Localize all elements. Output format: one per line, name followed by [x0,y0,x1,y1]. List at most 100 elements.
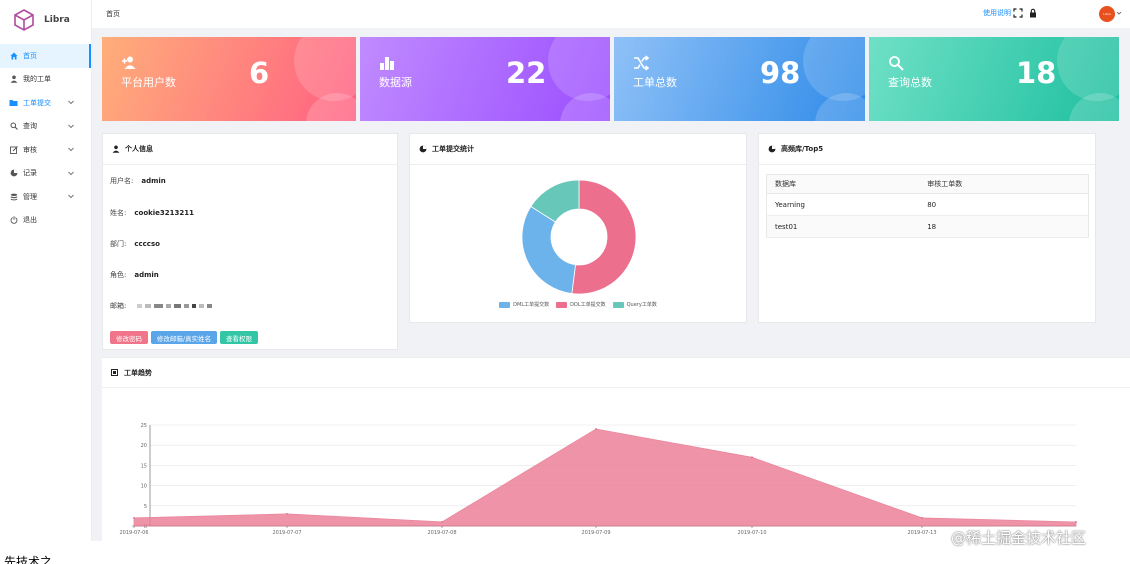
y-tick-label: 5 [144,504,147,510]
stat-card-datasources[interactable]: 数据源 22 [360,37,610,121]
sidebar-item-manage[interactable]: 管理 [0,185,91,209]
search-icon [889,56,904,71]
brand[interactable]: Libra [0,0,91,40]
sidebar-item-label: 管理 [23,192,37,201]
pie-icon [419,145,428,154]
stat-value: 6 [249,56,270,90]
table-cell: test01 [766,215,920,238]
search-icon [9,122,18,131]
x-tick-label: 2019-07-13 [907,530,936,536]
stat-value: 18 [1016,56,1057,90]
change-password-button[interactable]: 修改密码 [110,331,148,344]
table-cell: Yearning [766,193,920,216]
chevron-down-icon [68,124,74,128]
data-point[interactable] [441,521,443,523]
legend-item[interactable]: Query工单数 [612,301,657,308]
data-point[interactable] [1075,521,1077,523]
sidebar-item-audit[interactable]: 审核 [0,138,91,162]
panel-title: 高频库/Top5 [781,145,824,153]
profile-row-department: 部门: ccccso [110,240,160,248]
x-tick-label: 2019-07-09 [581,530,610,536]
panel-title: 工单趋势 [124,368,152,377]
table-row: test01 18 [766,215,1089,238]
cropped-caption: 先技术之 [4,555,53,564]
pie-icon [9,169,18,178]
sidebar-item-label: 我的工单 [23,75,51,84]
table-row: Yearning 80 [766,193,1089,216]
pie-icon [768,145,777,154]
avatar[interactable]: Libra [1099,6,1115,22]
bar-chart-icon [380,57,394,70]
sidebar-item-label: 首页 [23,51,37,60]
stat-card-users[interactable]: 平台用户数 6 [102,37,356,121]
x-tick-label: 2019-07-07 [272,530,301,536]
lock-icon[interactable] [1028,8,1038,18]
app-name: Libra [44,15,70,25]
data-point[interactable] [751,456,753,459]
sidebar-item-home[interactable]: 首页 [0,44,91,68]
data-point[interactable] [133,517,135,519]
sidebar-item-submit[interactable]: 工单提交 [0,91,91,115]
folder-icon [9,98,18,107]
stat-label: 数据源 [379,76,412,89]
change-email-name-button[interactable]: 修改邮箱/真实姓名 [151,331,217,344]
data-point[interactable] [595,428,597,430]
y-tick-label: 10 [141,484,147,490]
x-tick-label: 2019-07-10 [737,530,766,536]
table-header-row: 数据库 审核工单数 [766,174,1089,194]
edit-icon [9,145,18,154]
sidebar: Libra 首页 我的工单 工单提交 查询 审核 记录 [0,0,92,541]
watermark: @稀土掘金技术社区 [951,529,1087,547]
donut-slice[interactable] [571,179,637,295]
data-point[interactable] [921,517,923,519]
user-icon [9,75,18,84]
donut-slice[interactable] [530,179,580,223]
sidebar-item-logout[interactable]: 退出 [0,209,91,233]
legend-item[interactable]: DDL工单提交数 [556,301,606,308]
chevron-down-icon [68,147,74,152]
stat-card-queries[interactable]: 查询总数 18 [869,37,1119,121]
legend-item[interactable]: DML工单提交数 [499,301,549,308]
donut-slice[interactable] [521,205,576,294]
donut-chart [521,179,637,295]
view-permissions-button[interactable]: 查看权限 [220,331,258,344]
x-tick-label: 2019-07-08 [427,530,456,536]
chevron-down-icon [68,171,74,175]
x-tick-label: 2019-07-06 [119,530,148,536]
y-tick-label: 15 [141,463,147,469]
database-icon [9,192,18,201]
breadcrumb[interactable]: 首页 [106,10,120,18]
stat-card-orders[interactable]: 工单总数 98 [614,37,865,121]
sidebar-item-label: 退出 [23,216,37,225]
sidebar-item-query[interactable]: 查询 [0,115,91,139]
sidebar-item-records[interactable]: 记录 [0,162,91,186]
cube-logo-icon [14,9,34,31]
trend-area-series[interactable] [133,428,1077,527]
user-add-icon [122,56,136,69]
order-stats-panel: 工单提交统计 DML工单提交数 DDL工单提交数 Query工单数 [409,133,747,323]
table-cell: 18 [919,215,1089,238]
stat-value: 98 [760,56,801,90]
sidebar-item-label: 工单提交 [23,98,51,107]
top-header: 首页 [92,0,1130,28]
sidebar-item-my-orders[interactable]: 我的工单 [0,68,91,92]
top5-panel: 高频库/Top5 数据库 审核工单数 Yearning 80 test01 18 [758,133,1096,323]
stat-label: 查询总数 [888,76,932,89]
shuffle-icon [634,55,649,71]
help-link[interactable]: 使用说明 [983,9,1011,17]
column-header: 审核工单数 [919,174,1089,194]
y-tick-label: 20 [141,443,147,449]
sidebar-item-label: 审核 [23,145,37,154]
panel-title: 工单提交统计 [432,145,474,153]
user-icon [112,145,121,154]
sidebar-menu: 首页 我的工单 工单提交 查询 审核 记录 管理 [0,44,91,232]
panel-title: 个人信息 [125,145,153,153]
caret-down-icon[interactable] [1116,10,1122,16]
profile-row-name: 姓名: cookie3213211 [110,209,195,217]
stat-label: 平台用户数 [121,76,176,89]
data-point[interactable] [286,512,288,515]
chevron-down-icon [68,100,74,105]
profile-row-role: 角色: admin [110,271,159,279]
fullscreen-icon[interactable] [1013,8,1023,18]
chevron-down-icon [68,194,74,199]
